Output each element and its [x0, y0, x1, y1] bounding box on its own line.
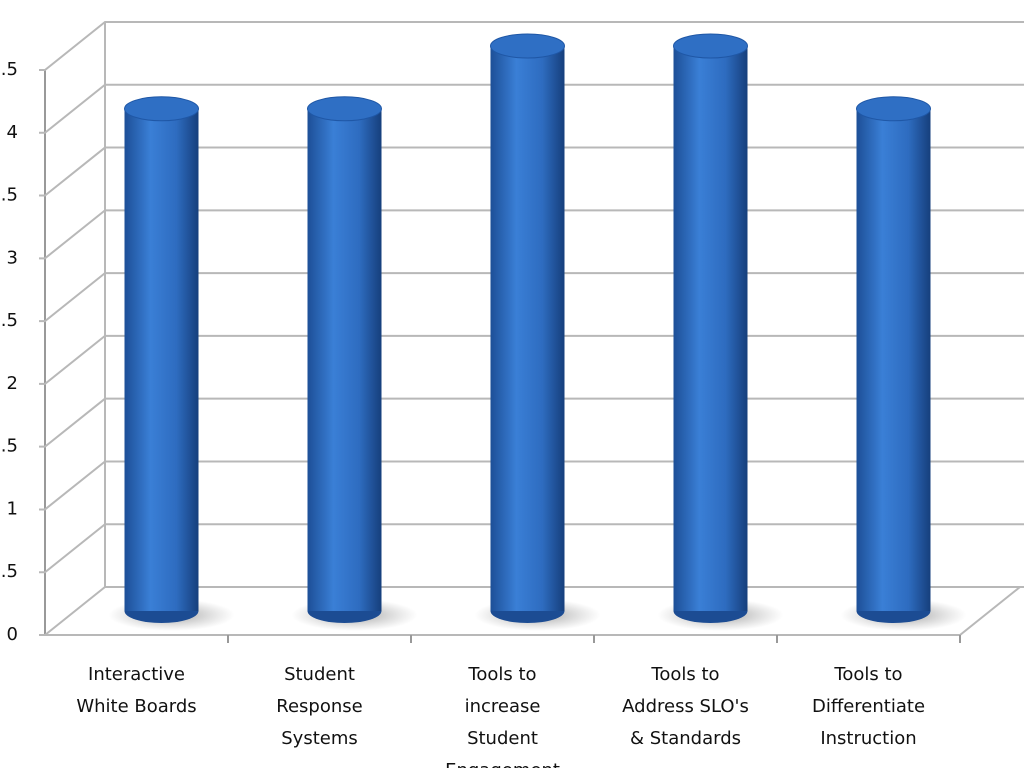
y-tick-label: 1.5 [0, 436, 18, 457]
bar-top [673, 33, 748, 59]
x-tick-label: Tools to Differentiate Instruction [812, 664, 925, 749]
y-tick-label: 0.5 [0, 561, 18, 582]
x-tick-label: Interactive White Boards [76, 664, 196, 717]
x-tick-label-line: Engagement [445, 760, 560, 768]
bar [307, 108, 382, 612]
y-tick-label: 0 [7, 624, 18, 645]
x-tick-label-line: Systems [281, 728, 358, 749]
bar [124, 108, 199, 612]
marks [108, 33, 967, 631]
x-tick-label: Tools to increase Student Engagement [445, 664, 560, 768]
y-tick-label: 3.5 [0, 185, 18, 206]
x-tick-label-line: Instruction [820, 728, 916, 749]
x-tick-label-line: Address SLO's [622, 696, 749, 717]
grid-line [39, 21, 1024, 71]
bar-top [124, 96, 199, 122]
bar [856, 108, 931, 612]
y-tick-label: 4 [7, 122, 18, 143]
x-tick-label-line: Interactive [88, 664, 185, 685]
bar-top [307, 96, 382, 122]
bar-top [490, 33, 565, 59]
x-tick-label-line: Tools to [467, 664, 536, 685]
x-tick-label-line: & Standards [630, 728, 741, 749]
x-tick-label: Student Response Systems [276, 664, 362, 749]
x-tick-label-line: Tools to [833, 664, 902, 685]
x-tick-label-line: Tools to [650, 664, 719, 685]
y-tick-label: 3 [7, 247, 18, 268]
bar-top [856, 96, 931, 122]
x-tick-label-line: Differentiate [812, 696, 925, 717]
axes: 0 0.5 1 1.5 2 2.5 3 3.5 4 4.5 Interactive White Boa… [0, 21, 1024, 768]
bar [490, 46, 565, 611]
y-tick-label: 4.5 [0, 59, 18, 80]
x-tick-label-line: Student [467, 728, 538, 749]
x-tick-label-line: White Boards [76, 696, 196, 717]
x-tick-label: Tools to Address SLO's & Standards [622, 664, 749, 749]
y-tick-label: 2.5 [0, 310, 18, 331]
x-tick-label-line: Response [276, 696, 362, 717]
y-tick-label: 2 [7, 373, 18, 394]
x-tick-label-line: increase [465, 696, 541, 717]
bar [673, 46, 748, 611]
x-tick-label-line: Student [284, 664, 355, 685]
y-tick-label: 1 [7, 498, 18, 519]
